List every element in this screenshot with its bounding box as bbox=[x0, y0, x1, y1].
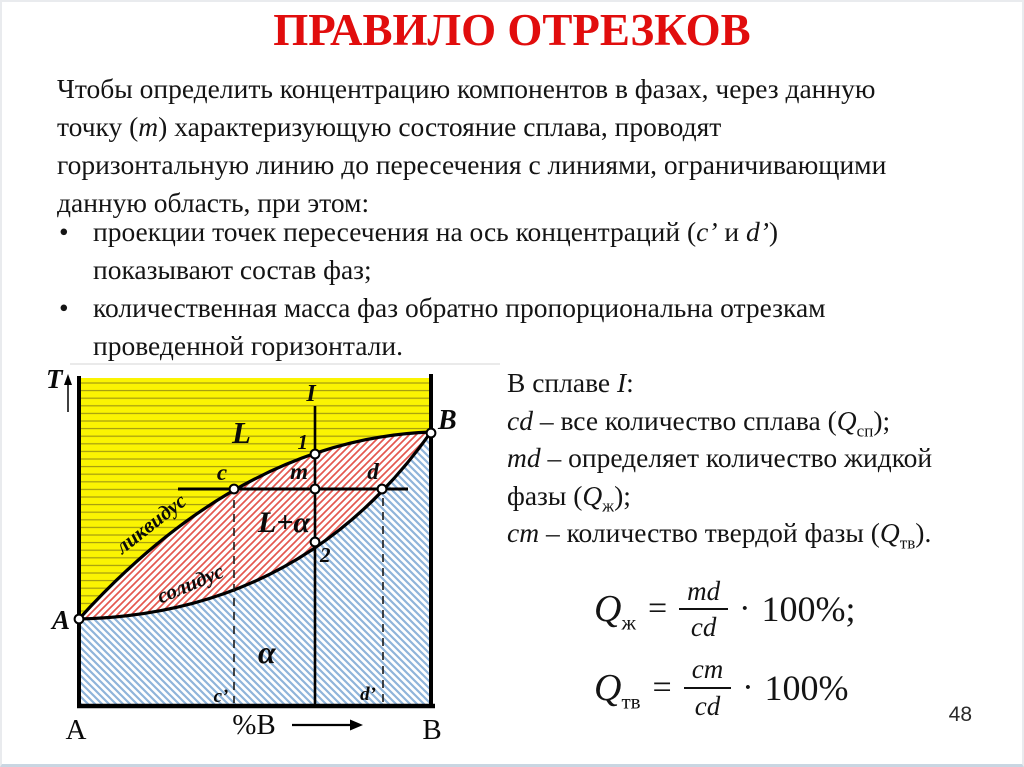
phase-diagram-figure: T I L 1 c m d 2 L+α α ликвидус солидус A… bbox=[46, 363, 500, 746]
legend-line: md – определяет количество жидкой bbox=[507, 442, 933, 473]
concentration-arrowhead bbox=[350, 719, 363, 731]
label-point-2: 2 bbox=[319, 543, 331, 567]
formula-solid-phase: Qтв = cm cd · 100% bbox=[594, 654, 855, 720]
percent-value: 100%; bbox=[761, 589, 856, 630]
bullet-list: • проекции точек пересечения на ось конц… bbox=[59, 213, 826, 365]
intro-paragraph: Чтобы определить концентрацию компоненто… bbox=[57, 70, 886, 222]
point-marker-c bbox=[228, 483, 240, 495]
legend-line: В сплаве I: bbox=[507, 367, 634, 398]
label-point-a: A bbox=[50, 605, 70, 635]
bullet-line: количественная масса фаз обратно пропорц… bbox=[93, 292, 826, 323]
t-axis-arrowhead bbox=[64, 374, 72, 385]
formula-q-solid: Qтв bbox=[594, 666, 641, 714]
label-alloy-line: I bbox=[305, 381, 317, 407]
label-point-1: 1 bbox=[298, 430, 309, 454]
point-marker-b bbox=[425, 427, 437, 439]
bullet-item: • проекции точек пересечения на ось конц… bbox=[59, 213, 826, 289]
point-marker-d bbox=[376, 483, 388, 495]
formula-liquid-phase: Qж = md cd · 100%; bbox=[594, 576, 855, 642]
label-c-prime: c’ bbox=[214, 686, 229, 707]
multiply-dot: · bbox=[742, 668, 754, 706]
label-alpha-region: α bbox=[258, 634, 277, 670]
label-two-phase-region: L+α bbox=[257, 506, 310, 539]
bullet-item: • количественная масса фаз обратно пропо… bbox=[59, 289, 826, 365]
fraction-md-cd: md cd bbox=[679, 576, 729, 642]
bullet-marker: • bbox=[59, 216, 69, 247]
label-axis-b: B bbox=[422, 714, 441, 746]
intro-line: Чтобы определить концентрацию компоненто… bbox=[57, 73, 876, 104]
point-markers bbox=[73, 427, 437, 625]
label-point-m: m bbox=[290, 459, 308, 484]
liquid-region-hatch bbox=[79, 378, 431, 619]
alpha-region-hatch bbox=[79, 432, 431, 705]
formula-block: Qж = md cd · 100%; Qтв = cm cd · 100% bbox=[594, 576, 855, 733]
formula-q-liquid: Qж bbox=[594, 588, 636, 635]
label-liquid-region: L bbox=[231, 415, 251, 450]
legend-line: фазы (Qж); bbox=[507, 479, 631, 515]
label-d-prime: d’ bbox=[360, 684, 376, 705]
label-point-b: B bbox=[437, 405, 457, 436]
percent-value: 100% bbox=[764, 667, 849, 708]
bullet-line: проекции точек пересечения на ось концен… bbox=[93, 216, 779, 247]
label-axis-percent-b: %B bbox=[232, 709, 276, 741]
label-point-d: d bbox=[367, 459, 379, 484]
bullet-text: проекции точек пересечения на ось концен… bbox=[93, 213, 778, 289]
equals-sign: = bbox=[652, 668, 672, 706]
equals-sign: = bbox=[647, 590, 668, 628]
point-marker-a bbox=[73, 613, 85, 625]
bullet-line: проведенной горизонтали. bbox=[93, 330, 403, 361]
legend-line: cd – все количество сплава (Qсп); bbox=[507, 404, 891, 440]
intro-line: данную область, при этом: bbox=[57, 187, 370, 218]
bullet-marker: • bbox=[59, 292, 69, 323]
intro-line: точку (m) характеризующую состояние спла… bbox=[57, 111, 722, 142]
page-number: 48 bbox=[948, 703, 972, 726]
label-temperature-axis: T bbox=[46, 364, 64, 394]
label-point-c: c bbox=[217, 460, 227, 485]
point-marker-m bbox=[309, 483, 321, 495]
intro-line: горизонтальную линию до пересечения с ли… bbox=[57, 149, 887, 180]
alloy-legend-text: В сплаве I: cd – все количество сплава (… bbox=[507, 364, 1022, 552]
point-marker-1 bbox=[309, 448, 321, 460]
slide-title: ПРАВИЛО ОТРЕЗКОВ bbox=[273, 5, 751, 55]
point-marker-2 bbox=[309, 536, 321, 548]
solidus-curve bbox=[78, 431, 433, 621]
multiply-dot: · bbox=[739, 590, 751, 628]
bullet-text: количественная масса фаз обратно пропорц… bbox=[93, 289, 826, 365]
fraction-cm-cd: cm cd bbox=[683, 654, 732, 721]
liquidus-curve bbox=[77, 430, 432, 621]
legend-line: cm – количество твердой фазы (Qтв). bbox=[507, 517, 932, 553]
label-axis-a: A bbox=[66, 714, 87, 746]
two-phase-region-hatch bbox=[79, 432, 431, 619]
bullet-line: показывают состав фаз; bbox=[93, 254, 372, 285]
